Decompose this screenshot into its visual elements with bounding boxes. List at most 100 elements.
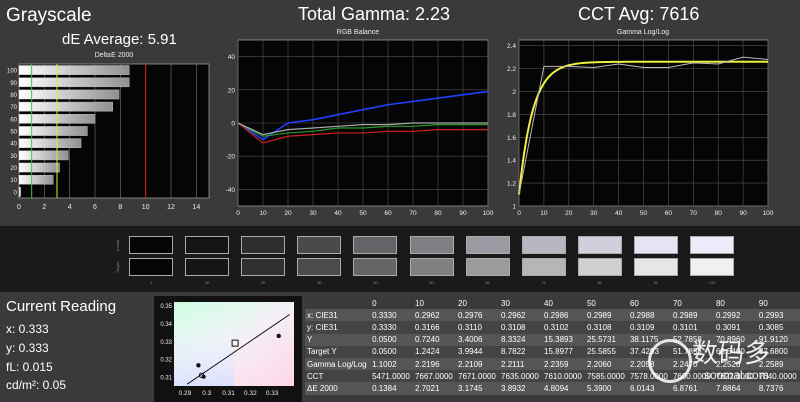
deltae-x-tick: 12 bbox=[167, 204, 175, 211]
grayscale-swatch bbox=[129, 258, 173, 276]
deltae-bar bbox=[18, 77, 130, 88]
gamma-x-tick: 10 bbox=[540, 210, 548, 216]
grayscale-swatch-strip: Actual Target 0 10 20 30 40 50 60 70 80 90 100 bbox=[0, 226, 800, 292]
grayscale-swatch bbox=[185, 236, 230, 254]
rgb-series-line bbox=[237, 122, 488, 144]
table-cell: 5471.0000 bbox=[370, 370, 414, 383]
table-column-header: 40 bbox=[544, 298, 553, 308]
table-row: y: CIE31 0.3330 0.3166 0.3110 0.3108 0.3102 0.… bbox=[305, 321, 800, 334]
cie-target-marker bbox=[231, 339, 239, 347]
gamma-y-tick: 1 bbox=[512, 204, 516, 211]
rgb-x-tick: 90 bbox=[459, 210, 467, 216]
deltae-bar bbox=[18, 138, 82, 148]
table-cell: 7585.0000 bbox=[584, 370, 628, 383]
table-row: Y 0.0500 0.7240 3.4006 8.3324 15.3893 25.5731 3… bbox=[305, 333, 800, 346]
cie-chromaticity-chart: 0.29 0.3 0.31 0.32 0.33 0.35 0.34 0.33 0.32 0.31 bbox=[160, 302, 294, 397]
grayscale-swatch bbox=[297, 236, 342, 254]
table-cell: 2.2359 bbox=[542, 357, 585, 371]
deltae-y-tick: 20 bbox=[10, 166, 17, 172]
cie-locus-line bbox=[186, 314, 290, 385]
deltae-y-tick: 30 bbox=[10, 154, 17, 160]
grayscale-swatch bbox=[577, 258, 622, 276]
table-cell: 25.5855 bbox=[584, 345, 628, 358]
rgb-x-tick: 10 bbox=[259, 210, 267, 216]
table-column-header: 60 bbox=[629, 298, 639, 308]
table-row-label: ΔE 2000 bbox=[305, 382, 371, 395]
rgb-x-tick: 40 bbox=[334, 210, 342, 216]
watermark-url: soomal.com bbox=[704, 368, 769, 382]
reading-x: x: 0.333 bbox=[6, 322, 49, 336]
deltae-bar bbox=[18, 187, 21, 197]
cie-x-tick: 0.31 bbox=[222, 390, 235, 397]
grayscale-swatch bbox=[577, 236, 622, 254]
site-watermark: 数码多 soomal.com bbox=[642, 333, 798, 393]
deltae-bar bbox=[18, 162, 60, 173]
grayscale-swatch bbox=[465, 236, 510, 254]
deltae-x-tick: 4 bbox=[68, 204, 72, 211]
reading-y: y: 0.333 bbox=[6, 341, 49, 355]
table-column-header: 0 bbox=[372, 298, 377, 308]
table-cell: 25.5731 bbox=[584, 333, 628, 346]
table-cell: 70.8960 bbox=[713, 333, 757, 346]
table-cell: 0.2962 bbox=[413, 309, 457, 322]
table-cell: 8.3324 bbox=[499, 333, 542, 346]
cie-x-tick: 0.33 bbox=[266, 390, 279, 397]
gamma-y-tick: 2.4 bbox=[507, 43, 516, 50]
swatch-index-label: 100 bbox=[708, 280, 716, 285]
rgb-y-tick: 0 bbox=[231, 121, 235, 128]
grayscale-swatch bbox=[409, 258, 454, 276]
table-row-label: Y bbox=[305, 333, 371, 346]
cie-point bbox=[276, 333, 281, 339]
table-cell: 0.2976 bbox=[456, 309, 500, 322]
table-cell: 7667.0000 bbox=[413, 370, 457, 383]
rgb-y-tick: -40 bbox=[226, 187, 236, 194]
grayscale-swatch bbox=[633, 258, 678, 276]
gamma-x-tick: 0 bbox=[517, 210, 521, 216]
deltae-chart-panel: DeltaE 2000 0 2 4 6 8 10 12 14 100 90 80 70 60 50 40 30… bbox=[4, 50, 216, 220]
table-cell: 0.3330 bbox=[370, 309, 414, 322]
table-cell: 2.2060 bbox=[584, 357, 628, 371]
table-cell: 0.3108 bbox=[499, 321, 542, 334]
deltae-y-tick: 0 bbox=[14, 190, 18, 196]
deltae-y-tick: 40 bbox=[10, 142, 17, 148]
rgb-balance-chart-panel: RGB Balance 0 10 20 30 40 50 60 70 80 90 100 40 20 0 -… bbox=[218, 26, 494, 216]
gamma-x-tick: 80 bbox=[715, 210, 723, 216]
grayscale-swatch bbox=[690, 236, 734, 254]
current-reading-title: Current Reading bbox=[6, 298, 117, 315]
rgb-balance-chart-title: RGB Balance bbox=[336, 29, 380, 36]
deltae-y-tick: 100 bbox=[7, 69, 18, 75]
gamma-x-tick: 40 bbox=[615, 210, 623, 216]
table-cell: 0.3109 bbox=[627, 321, 671, 334]
gamma-x-tick: 100 bbox=[763, 210, 774, 216]
rgb-x-tick: 50 bbox=[359, 210, 367, 216]
swatch-index-label: 30 bbox=[317, 280, 322, 285]
grayscale-swatch bbox=[353, 258, 398, 276]
table-cell: 2.2111 bbox=[499, 357, 542, 371]
grayscale-swatch bbox=[129, 236, 173, 254]
swatch-index-label: 70 bbox=[541, 280, 546, 285]
swatch-index-label: 20 bbox=[260, 280, 266, 285]
table-cell: 0.3166 bbox=[413, 321, 457, 334]
gamma-chart-title: Gamma Log/Log bbox=[616, 29, 670, 36]
grayscale-swatch bbox=[185, 258, 230, 276]
table-cell: 0.1384 bbox=[370, 382, 414, 395]
rgb-x-tick: 100 bbox=[483, 210, 494, 216]
table-cell: 68.5400 bbox=[713, 345, 757, 358]
table-cell: 0.2962 bbox=[499, 309, 542, 322]
gamma-y-tick: 1.2 bbox=[507, 181, 516, 188]
table-cell: 87.6800 bbox=[756, 345, 800, 358]
cct-average-label: CCT Avg: 7616 bbox=[578, 4, 700, 24]
rgb-y-tick: -20 bbox=[226, 154, 236, 161]
deltae-bar bbox=[18, 150, 69, 161]
table-cell: 4.8094 bbox=[542, 382, 585, 395]
table-cell: 8.7376 bbox=[756, 382, 800, 395]
table-cell: 1.1002 bbox=[370, 357, 414, 371]
table-row: Target Y 0.0500 1.2424 3.9944 8.7822 15.8977 2… bbox=[305, 345, 800, 358]
cie-point bbox=[201, 374, 206, 379]
deltae-x-tick: 2 bbox=[42, 204, 46, 211]
table-cell: 3.8932 bbox=[499, 382, 542, 395]
table-row-label: CCT bbox=[305, 370, 371, 383]
deltae-x-tick: 14 bbox=[192, 204, 200, 211]
gamma-series-line bbox=[518, 56, 769, 195]
